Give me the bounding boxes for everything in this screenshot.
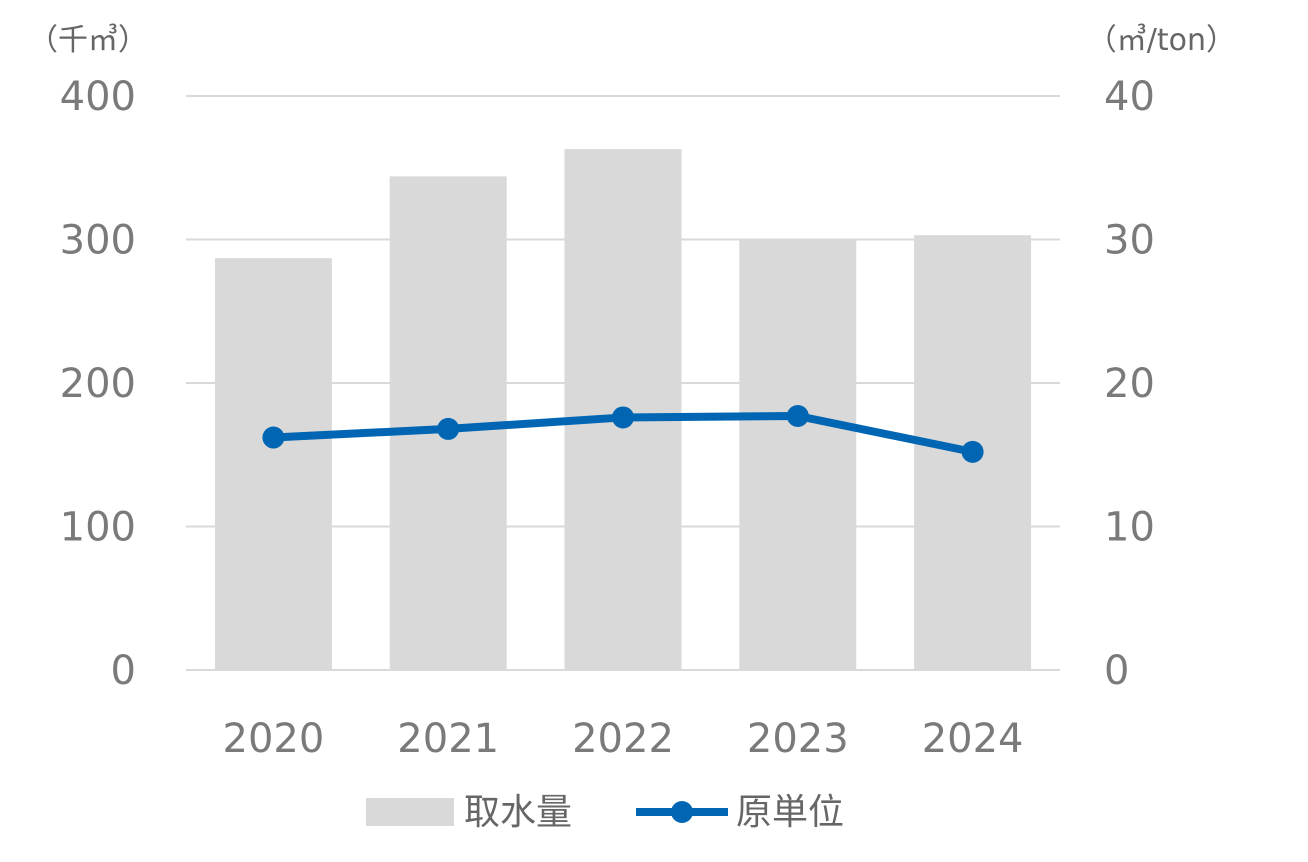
legend-bar-label: 取水量 (464, 792, 572, 833)
bar (214, 258, 332, 670)
legend-bar-swatch (366, 798, 454, 826)
line-point (262, 426, 285, 449)
bar (739, 239, 857, 670)
left-tick-label: 100 (60, 505, 136, 551)
line-point (786, 405, 809, 428)
line-point (961, 440, 984, 463)
legend-line-marker (671, 801, 693, 823)
tick-labels: 0 100 200 300 400 0 10 20 30 40 2020 2021 2022 2023 20… (60, 74, 1155, 762)
x-tick-label: 2022 (572, 716, 674, 762)
line-point (612, 406, 634, 429)
right-axis-unit: （㎥/ton） (1087, 23, 1236, 58)
line-series (262, 405, 984, 463)
left-tick-label: 0 (111, 648, 136, 694)
legend-line-label: 原単位 (736, 792, 844, 833)
left-axis-unit: （千㎥） (28, 23, 148, 58)
right-tick-label: 20 (1104, 361, 1155, 407)
x-tick-label: 2023 (747, 716, 849, 762)
right-tick-label: 30 (1104, 218, 1155, 264)
x-tick-label: 2024 (922, 716, 1024, 762)
left-tick-label: 200 (60, 361, 136, 407)
x-tick-label: 2021 (397, 716, 499, 762)
x-tick-label: 2020 (223, 716, 325, 762)
left-tick-label: 300 (60, 218, 136, 264)
right-tick-label: 40 (1104, 74, 1155, 120)
right-tick-label: 10 (1104, 505, 1155, 551)
line-point (437, 417, 460, 440)
left-tick-label: 400 (60, 74, 136, 120)
legend: 取水量 原単位 (366, 792, 844, 833)
right-tick-label: 0 (1104, 648, 1129, 694)
